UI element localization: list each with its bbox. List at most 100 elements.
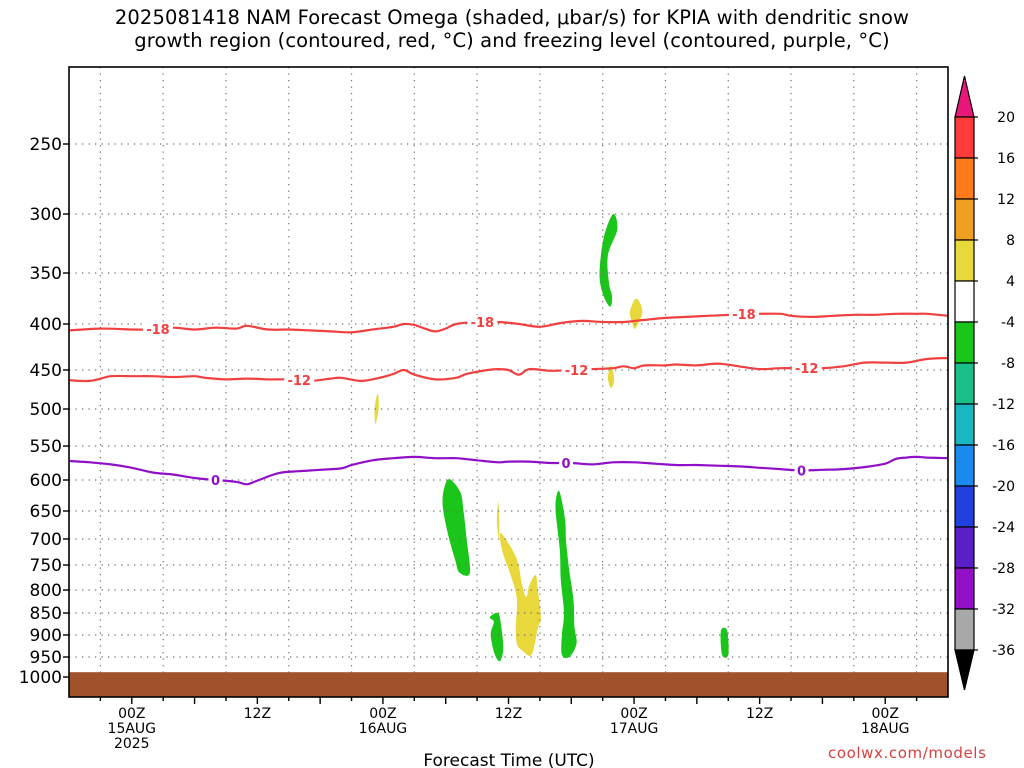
x-tick-label-3-0: 12Z — [495, 706, 522, 722]
omega-region-4 — [374, 393, 379, 424]
y-tick-label-600: 600 — [30, 471, 62, 491]
chart-title-line-1: 2025081418 NAM Forecast Omega (shaded, μ… — [114, 6, 910, 29]
y-tick-label-900: 900 — [30, 626, 62, 646]
omega-region-8 — [489, 612, 504, 662]
colorbar-swatch-3 — [954, 198, 975, 241]
contour-label-bg — [561, 362, 592, 377]
y-tick-label-950: 950 — [30, 648, 62, 668]
contour-label--18: -18 — [732, 308, 756, 323]
contour-label-bg — [559, 456, 574, 470]
contour-label--12: -12 — [795, 362, 819, 377]
colorbar-swatch-2 — [954, 157, 975, 200]
colorbar-label-4: 4 — [1006, 274, 1015, 290]
contour-label--18: -18 — [146, 323, 170, 338]
ground-layer — [69, 672, 948, 697]
contour-label--12: -12 — [565, 364, 589, 379]
colorbar-label-10: -24 — [992, 520, 1015, 536]
contour-label-bg — [467, 314, 498, 329]
x-tick-label-1-0: 12Z — [244, 706, 271, 722]
colorbar-swatch-12 — [954, 567, 975, 610]
colorbar-swatch-13 — [954, 608, 975, 651]
x-tick-label-0-1: 15AUG — [108, 721, 157, 737]
x-tick-label-0-2: 2025 — [114, 736, 150, 752]
contour-label-0: 0 — [797, 464, 806, 479]
chart-title-line-2: growth region (contoured, red, °C) and f… — [134, 29, 890, 52]
y-tick-label-300: 300 — [30, 205, 62, 225]
x-tick-label-4-0: 00Z — [620, 706, 647, 722]
x-tick-label-4-1: 17AUG — [610, 721, 659, 737]
x-axis-label: Forecast Time (UTC) — [423, 751, 594, 768]
x-tick-label-2-1: 16AUG — [359, 721, 408, 737]
colorbar-swatch-5 — [954, 280, 975, 323]
contour-line-0 — [68, 455, 949, 486]
plot-background — [69, 67, 948, 697]
colorbar-label-3: 8 — [1006, 233, 1015, 249]
colorbar-swatch-7 — [954, 362, 975, 405]
colorbar-label-8: -16 — [992, 438, 1015, 454]
colorbar-label-7: -12 — [992, 397, 1015, 413]
colorbar-swatch-11 — [954, 526, 975, 569]
y-tick-label-700: 700 — [30, 530, 62, 550]
colorbar-swatch-8 — [954, 403, 975, 446]
contour-label-bg — [284, 373, 315, 388]
contour-line--18 — [68, 312, 949, 334]
y-tick-label-450: 450 — [30, 361, 62, 381]
colorbar-label-0: 20 — [997, 110, 1015, 126]
y-tick-label-500: 500 — [30, 400, 62, 420]
plot-area — [69, 67, 948, 697]
colorbar-label-6: -8 — [1001, 356, 1015, 372]
colorbar-swatch-6 — [954, 321, 975, 364]
colorbar-swatch-9 — [954, 444, 975, 487]
contour-label-0: 0 — [211, 474, 220, 489]
omega-region-5 — [442, 479, 471, 576]
colorbar-label-11: -28 — [992, 561, 1015, 577]
contour-label-bg — [208, 473, 223, 487]
omega-region-1 — [599, 213, 618, 307]
y-tick-label-1000: 1000 — [19, 668, 62, 688]
y-tick-label-400: 400 — [30, 315, 62, 335]
y-tick-label-800: 800 — [30, 581, 62, 601]
y-tick-label-650: 650 — [30, 502, 62, 522]
contour-label-bg — [791, 361, 822, 376]
y-tick-label-850: 850 — [30, 604, 62, 624]
colorbar-swatch-4 — [954, 239, 975, 282]
y-tick-label-250: 250 — [30, 135, 62, 155]
y-axis: 2503003504004505005506006507007508008509… — [19, 135, 69, 688]
x-tick-label-6-0: 00Z — [872, 706, 899, 722]
x-tick-label-2-0: 00Z — [369, 706, 396, 722]
contour-label-bg — [794, 463, 809, 478]
contour-label-bg — [728, 307, 759, 322]
x-tick-label-5-0: 12Z — [746, 706, 773, 722]
colorbar-label-5: -4 — [1001, 315, 1015, 331]
colorbar-bottom-arrow — [954, 649, 975, 691]
contour-label--12: -12 — [287, 374, 311, 389]
colorbar-label-9: -20 — [992, 479, 1015, 495]
colorbar-label-2: 12 — [997, 192, 1015, 208]
grid-lines — [69, 67, 948, 697]
contour-label-0: 0 — [562, 457, 571, 472]
colorbar-swatch-10 — [954, 485, 975, 528]
colorbar-label-13: -36 — [992, 643, 1015, 659]
temperature-contours: -18 -18 -18 -12 -12 -12 0 0 0 — [68, 307, 949, 489]
source-credit: coolwx.com/models — [828, 744, 987, 762]
omega-region-3 — [607, 365, 615, 388]
colorbar-label-1: 16 — [997, 151, 1015, 167]
y-tick-label-750: 750 — [30, 556, 62, 576]
contour-label--18: -18 — [471, 316, 495, 331]
x-tick-label-0-0: 00Z — [118, 706, 145, 722]
omega-region-7 — [555, 490, 577, 659]
colorbar-swatch-1 — [954, 116, 975, 159]
ground-fill — [69, 672, 948, 697]
contour-line--12 — [68, 356, 949, 383]
colorbar-legend: 20 16 12 8 4 -4 -8 -12 -16 -20 -24 -28 -32 -36 — [954, 75, 1015, 691]
omega-region-6 — [499, 533, 541, 656]
contour-label-bg — [142, 322, 173, 337]
omega-region-9 — [720, 627, 729, 658]
y-tick-label-550: 550 — [30, 437, 62, 457]
y-tick-label-350: 350 — [30, 264, 62, 284]
colorbar-label-12: -32 — [992, 602, 1015, 618]
chart-title: 2025081418 NAM Forecast Omega (shaded, μ… — [0, 6, 1024, 52]
x-tick-label-6-1: 18AUG — [861, 721, 910, 737]
